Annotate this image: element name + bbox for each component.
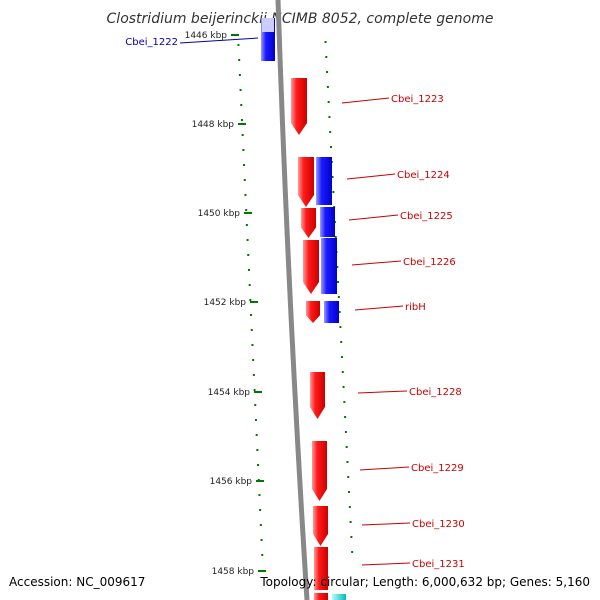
- leader-line-cbei-1230: [361, 522, 411, 526]
- gene-label-cbei-1222[interactable]: Cbei_1222: [125, 37, 178, 48]
- gene-arrow-reverse-b: [320, 207, 335, 237]
- leader-line-cbei-1228: [357, 390, 408, 394]
- leader-line-cbei-1226: [351, 260, 402, 266]
- leader-line-cbei-1223: [341, 97, 390, 104]
- leader-line-cbei-1225: [348, 214, 399, 221]
- gene-arrow-cbei-1222-tail: [262, 18, 274, 32]
- ruler-ticks: 1446 kbp 1448 kbp 1450 kbp 1452 kbp 1454 kbp…: [185, 31, 354, 577]
- gene-arrow-cbei-1228: [310, 372, 325, 419]
- gene-label-cbei-1223[interactable]: Cbei_1223: [391, 94, 444, 105]
- topology-text: Topology: circular; Length: 6,000,632 bp…: [259, 575, 590, 589]
- leader-line-cbei-1231: [361, 562, 411, 566]
- gene-arrow-reverse-d: [324, 301, 339, 323]
- gene-arrow-next: [314, 593, 328, 600]
- gene-arrow-reverse-c: [321, 238, 337, 294]
- gene-arrow-cbei-1226: [303, 240, 319, 294]
- tick-label: 1448 kbp: [192, 120, 235, 130]
- gene-arrow-cbei-1230: [313, 506, 328, 546]
- leader-line-cbei-1229: [359, 466, 410, 471]
- gene-label-cbei-1224[interactable]: Cbei_1224: [397, 170, 450, 181]
- gene-arrow-cbei-1223: [291, 78, 307, 135]
- map-title: Clostridium beijerinckii NCIMB 8052, com…: [107, 11, 494, 27]
- tick-label: 1458 kbp: [212, 567, 255, 577]
- leader-line-cbei-1224: [346, 173, 396, 180]
- tick-label: 1456 kbp: [210, 477, 253, 487]
- gene-arrow-ribh: [306, 301, 320, 323]
- tick-label: 1450 kbp: [198, 209, 241, 219]
- leader-line-ribh: [354, 305, 404, 311]
- gene-label-ribh[interactable]: ribH: [405, 302, 426, 313]
- gene-label-cbei-1231[interactable]: Cbei_1231: [412, 559, 465, 570]
- tick-label: 1454 kbp: [208, 388, 251, 398]
- leader-line-cbei-1222: [179, 37, 259, 44]
- gene-labels: Cbei_1222 Cbei_1223 Cbei_1224 Cbei_1225 Cbei…: [125, 37, 464, 570]
- gene-label-cbei-1226[interactable]: Cbei_1226: [403, 257, 456, 268]
- gene-arrow-cbei-1229: [312, 441, 327, 501]
- gene-label-cbei-1229[interactable]: Cbei_1229: [411, 463, 464, 474]
- gene-label-cbei-1225[interactable]: Cbei_1225: [400, 211, 453, 222]
- gene-label-cbei-1228[interactable]: Cbei_1228: [409, 387, 462, 398]
- accession-text: Accession: NC_009617: [9, 575, 145, 589]
- gene-arrow-cbei-1224: [298, 157, 314, 207]
- gene-arrow-cbei-1225: [301, 208, 316, 238]
- gene-arrow-reverse-a: [316, 157, 332, 205]
- tick-label: 1452 kbp: [204, 298, 247, 308]
- genome-backbone: [275, 0, 310, 600]
- gene-label-cbei-1230[interactable]: Cbei_1230: [412, 519, 465, 530]
- gene-arrow-extra: [332, 594, 346, 600]
- gene-features: [261, 18, 346, 600]
- gene-arrow-cbei-1231: [314, 547, 328, 600]
- tick-label: 1446 kbp: [185, 31, 228, 41]
